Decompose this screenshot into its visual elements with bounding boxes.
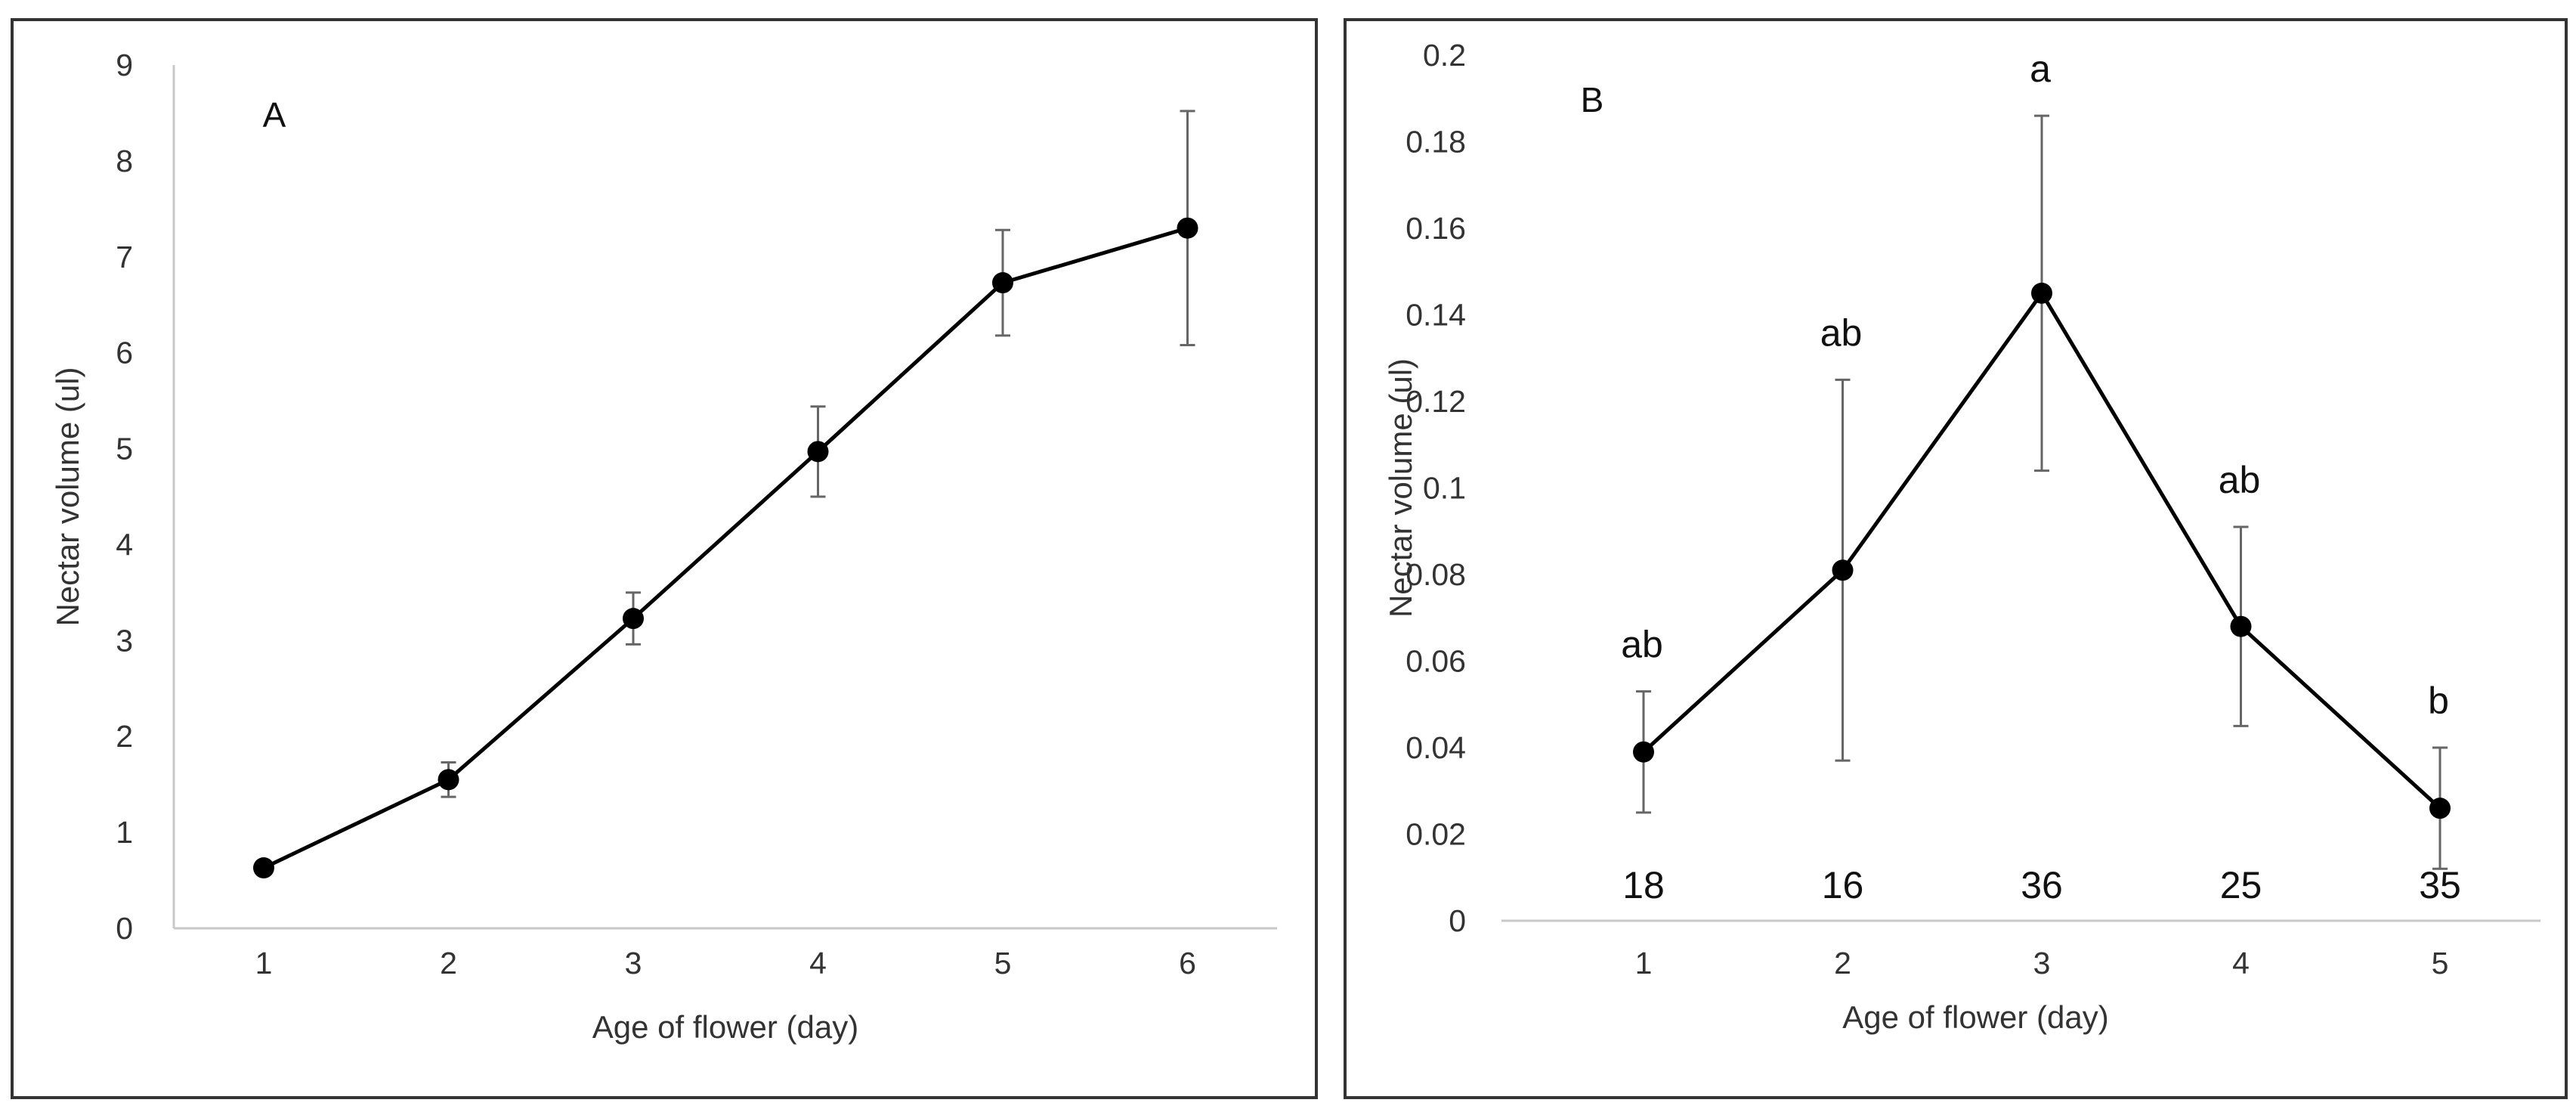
sample-size-label: 36 — [2021, 864, 2063, 906]
x-tick-label: 6 — [1179, 946, 1196, 980]
data-point — [2230, 615, 2252, 637]
significance-letter: ab — [1820, 311, 1863, 354]
x-tick-label: 5 — [994, 946, 1012, 980]
y-tick-label: 0.02 — [1406, 817, 1466, 852]
y-tick-label: 3 — [116, 623, 133, 658]
series-line — [262, 226, 1189, 870]
significance-letter: ab — [1621, 624, 1663, 666]
chart-panel-a: 0 1 2 3 4 5 6 7 8 9 1 2 3 4 5 6 Age of flower (day) Necta… — [11, 18, 1318, 1099]
chart-a: 0 1 2 3 4 5 6 7 8 9 1 2 3 4 5 6 Age of flower (day) Necta… — [50, 48, 1277, 1045]
y-tick-label: 0.2 — [1423, 38, 1466, 73]
y-tick-label: 0.16 — [1406, 211, 1466, 246]
x-tick-label: 4 — [2232, 946, 2250, 980]
y-tick-label: 0.1 — [1423, 471, 1466, 506]
y-tick-label: 0.18 — [1406, 125, 1466, 160]
significance-letter: ab — [2219, 459, 2261, 501]
y-tick-label: 6 — [116, 336, 133, 370]
x-axis-title: Age of flower (day) — [1842, 999, 2109, 1035]
sample-size-label: 25 — [2220, 864, 2262, 906]
data-point — [807, 441, 829, 463]
data-point — [438, 769, 459, 791]
data-point — [1177, 217, 1198, 239]
y-tick-label: 9 — [116, 48, 133, 82]
panel-label: A — [263, 95, 286, 135]
y-tick-label: 4 — [116, 527, 133, 562]
x-tick-label: 2 — [1834, 946, 1851, 980]
x-tick-label: 3 — [625, 946, 642, 980]
sample-size-label: 35 — [2419, 864, 2461, 906]
y-tick-label: 0.04 — [1406, 730, 1466, 765]
x-tick-label: 3 — [2033, 946, 2051, 980]
y-tick-label: 5 — [116, 432, 133, 466]
x-axis-title: Age of flower (day) — [592, 1009, 859, 1045]
data-point — [1832, 559, 1854, 581]
data-point — [1633, 741, 1654, 763]
y-tick-label: 0.14 — [1406, 298, 1466, 333]
y-axis-title: Nectar volume (ul) — [1383, 358, 1418, 618]
chart-panel-b: 0 0.02 0.04 0.06 0.08 0.1 0.12 0.14 0.16 0.18 0.2 1… — [1344, 18, 2568, 1099]
chart-b: 0 0.02 0.04 0.06 0.08 0.1 0.12 0.14 0.16 0.18 0.2 1… — [1383, 38, 2540, 1035]
y-axis-title: Nectar volume (ul) — [50, 367, 85, 626]
x-tick-label: 5 — [2432, 946, 2449, 980]
y-tick-label: 0 — [1449, 903, 1466, 938]
panel-label: B — [1581, 80, 1604, 119]
x-tick-label: 1 — [255, 946, 273, 980]
significance-letter: b — [2428, 680, 2449, 722]
data-point — [2429, 798, 2451, 819]
x-tick-label: 2 — [440, 946, 457, 980]
significance-letter: a — [2030, 48, 2051, 90]
y-tick-label: 0.06 — [1406, 644, 1466, 679]
sample-size-label: 16 — [1822, 864, 1864, 906]
data-point — [992, 272, 1013, 294]
y-tick-label: 2 — [116, 719, 133, 754]
x-tick-label: 1 — [1635, 946, 1653, 980]
y-tick-label: 7 — [116, 240, 133, 274]
y-tick-label: 0 — [116, 911, 133, 946]
sample-size-label: 18 — [1622, 864, 1665, 906]
y-tick-label: 1 — [116, 815, 133, 850]
y-tick-label: 8 — [116, 144, 133, 178]
data-point — [623, 608, 644, 630]
x-tick-label: 4 — [809, 946, 827, 980]
data-point — [2031, 282, 2052, 304]
y-tick-label: 0.12 — [1406, 384, 1466, 419]
data-point — [253, 857, 274, 879]
y-tick-label: 0.08 — [1406, 557, 1466, 592]
